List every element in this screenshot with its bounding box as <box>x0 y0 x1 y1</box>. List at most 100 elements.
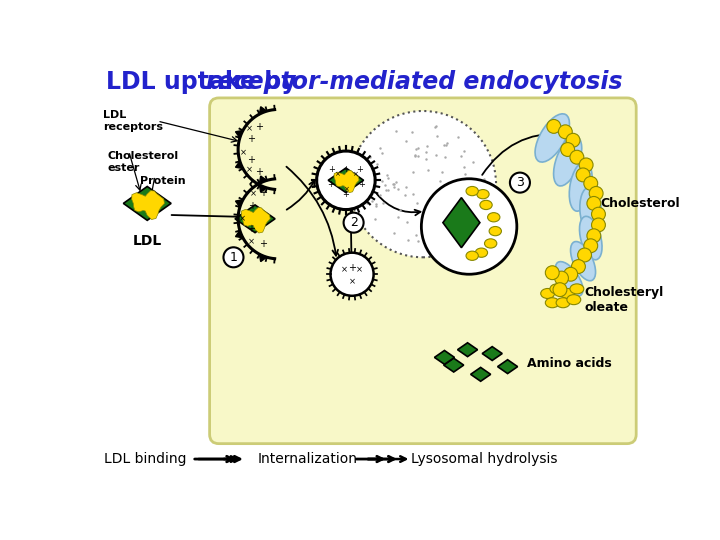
Ellipse shape <box>466 251 478 260</box>
Text: Lysosomal hydrolysis: Lysosomal hydrolysis <box>411 452 558 466</box>
Text: Cholesteryl
oleate: Cholesteryl oleate <box>585 286 664 314</box>
Ellipse shape <box>477 190 489 199</box>
Circle shape <box>576 168 590 182</box>
Text: Protein: Protein <box>140 176 185 186</box>
Circle shape <box>566 133 580 147</box>
Text: 1: 1 <box>230 251 238 264</box>
Text: +: + <box>328 165 336 174</box>
Text: +: + <box>327 180 334 188</box>
Circle shape <box>553 283 567 296</box>
Ellipse shape <box>580 217 602 260</box>
Text: Internalization: Internalization <box>258 452 357 466</box>
Text: +: + <box>247 134 255 145</box>
Polygon shape <box>259 185 266 192</box>
Polygon shape <box>334 171 359 193</box>
Ellipse shape <box>541 288 554 299</box>
Ellipse shape <box>580 187 602 235</box>
Polygon shape <box>444 358 464 372</box>
Ellipse shape <box>561 288 575 299</box>
Text: +: + <box>259 239 268 249</box>
Text: +: + <box>343 165 349 174</box>
Text: LDL
receptors: LDL receptors <box>104 110 163 132</box>
Circle shape <box>545 266 559 280</box>
FancyBboxPatch shape <box>210 98 636 444</box>
Text: receptor-mediated endocytosis: receptor-mediated endocytosis <box>206 70 622 94</box>
Text: Cholesterol: Cholesterol <box>600 197 680 210</box>
Ellipse shape <box>570 241 595 281</box>
Polygon shape <box>241 207 270 233</box>
Circle shape <box>350 111 496 257</box>
Circle shape <box>570 150 584 164</box>
Ellipse shape <box>570 284 584 294</box>
Circle shape <box>592 218 606 232</box>
Text: ×: × <box>246 125 253 134</box>
Circle shape <box>584 239 598 253</box>
Text: ×: × <box>239 214 246 224</box>
Polygon shape <box>482 347 503 361</box>
Text: Amino acids: Amino acids <box>527 357 611 370</box>
Polygon shape <box>443 198 480 248</box>
Text: +: + <box>259 188 268 199</box>
Ellipse shape <box>570 162 593 211</box>
Polygon shape <box>235 205 275 233</box>
Polygon shape <box>235 231 243 238</box>
Text: +: + <box>343 190 349 199</box>
Text: 2: 2 <box>350 216 358 229</box>
Text: ×: × <box>250 189 256 198</box>
Circle shape <box>510 173 530 193</box>
Circle shape <box>584 177 598 190</box>
Circle shape <box>559 125 572 139</box>
Circle shape <box>330 253 374 296</box>
Text: ×: × <box>341 265 348 274</box>
Text: Cholesterol
ester: Cholesterol ester <box>107 151 179 173</box>
Ellipse shape <box>550 284 564 294</box>
Polygon shape <box>123 186 171 220</box>
Text: +: + <box>248 201 256 212</box>
Circle shape <box>554 271 568 285</box>
Circle shape <box>572 260 585 273</box>
Text: ×: × <box>343 186 348 193</box>
Text: +: + <box>247 224 255 234</box>
Text: ×: × <box>239 148 246 157</box>
Polygon shape <box>328 168 364 193</box>
Circle shape <box>564 267 577 281</box>
Circle shape <box>577 248 592 262</box>
Text: ×: × <box>248 237 254 246</box>
Polygon shape <box>259 176 266 183</box>
Circle shape <box>561 143 575 157</box>
Polygon shape <box>498 360 518 374</box>
Circle shape <box>421 179 517 274</box>
Circle shape <box>223 247 243 267</box>
Circle shape <box>587 197 600 211</box>
Polygon shape <box>235 131 243 138</box>
Polygon shape <box>132 191 164 220</box>
Ellipse shape <box>475 248 487 257</box>
Ellipse shape <box>556 298 570 308</box>
Ellipse shape <box>480 200 492 210</box>
Text: ×: × <box>348 278 356 286</box>
Text: LDL uptake by: LDL uptake by <box>106 70 305 94</box>
Text: +: + <box>256 167 264 177</box>
Text: +: + <box>256 122 264 132</box>
Ellipse shape <box>545 298 559 308</box>
Ellipse shape <box>487 213 500 222</box>
Text: ×: × <box>246 165 253 174</box>
Ellipse shape <box>554 136 582 186</box>
Text: ×: × <box>356 265 364 274</box>
Ellipse shape <box>485 239 497 248</box>
Ellipse shape <box>489 226 501 236</box>
Polygon shape <box>235 161 243 168</box>
Text: LDL: LDL <box>132 234 162 248</box>
Circle shape <box>317 151 375 210</box>
Ellipse shape <box>567 295 581 305</box>
Text: ×: × <box>352 171 358 177</box>
Text: LDL binding: LDL binding <box>104 452 187 466</box>
Text: 3: 3 <box>516 176 524 189</box>
Polygon shape <box>434 350 454 365</box>
Polygon shape <box>235 200 243 207</box>
Circle shape <box>343 213 364 233</box>
Polygon shape <box>457 343 477 356</box>
Circle shape <box>579 158 593 172</box>
Ellipse shape <box>535 114 570 162</box>
Text: +: + <box>356 165 363 174</box>
